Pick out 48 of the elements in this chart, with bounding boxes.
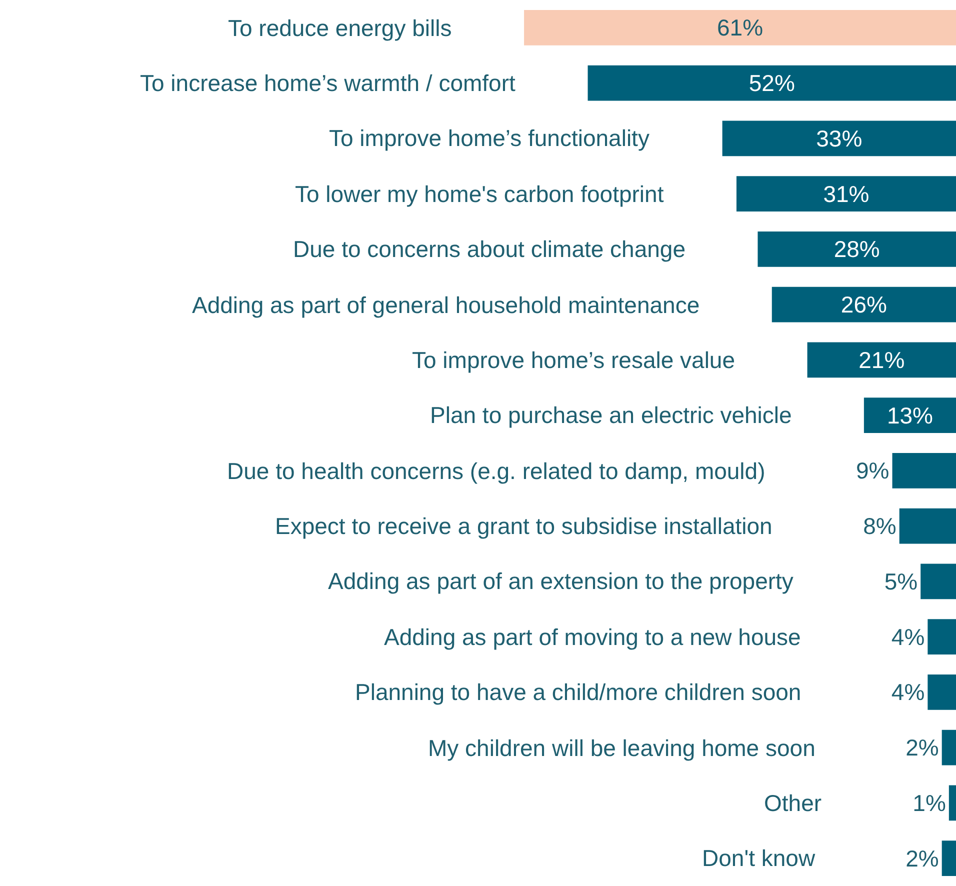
data-label: 8% — [863, 513, 896, 540]
data-label: 2% — [906, 734, 939, 761]
bar — [736, 176, 956, 212]
y-tick-label: Expect to receive a grant to subsidise installation — [275, 513, 772, 539]
bar — [588, 65, 956, 101]
y-tick-label: To reduce energy bills — [228, 15, 452, 41]
y-tick-label: My children will be leaving home soon — [428, 735, 816, 761]
bar — [524, 10, 956, 46]
data-label: 33% — [816, 125, 862, 152]
bar — [772, 286, 956, 322]
bar — [928, 674, 956, 710]
data-label: 61% — [716, 14, 764, 41]
bar — [920, 564, 956, 600]
y-tick-label: Due to concerns about climate change — [293, 236, 686, 262]
bar — [758, 231, 956, 267]
bar — [948, 785, 956, 821]
y-tick-label: Adding as part of an extension to the property — [328, 568, 794, 594]
y-tick-label: Don't know — [702, 845, 816, 871]
bar — [942, 840, 956, 876]
y-tick-label: Adding as part of general household maintenance — [192, 292, 700, 318]
data-label: 2% — [906, 845, 939, 872]
y-tick-label: To improve home’s functionality — [329, 125, 650, 151]
bar — [899, 508, 956, 544]
data-label: 28% — [834, 236, 880, 262]
bar — [928, 619, 956, 655]
bar — [864, 398, 956, 434]
data-label: 5% — [884, 568, 918, 594]
data-label: 1% — [912, 790, 946, 816]
y-tick-label: Adding as part of moving to a new house — [384, 624, 801, 650]
y-tick-label: To improve home’s resale value — [412, 347, 736, 373]
data-label: 31% — [823, 180, 870, 207]
y-tick-label: Other — [764, 790, 822, 816]
bar — [807, 342, 956, 378]
y-tick-label: Due to health concerns (e.g. related to damp, mould) — [227, 458, 766, 484]
y-tick-label: Plan to purchase an electric vehicle — [430, 402, 792, 428]
bar — [942, 730, 956, 766]
bar — [892, 452, 956, 488]
y-tick-label: To increase home’s warmth / comfort — [140, 70, 516, 96]
data-label: 9% — [856, 458, 890, 484]
y-tick-label: Planning to have a child/more children soon — [355, 679, 802, 705]
data-label: 13% — [886, 402, 933, 428]
data-label: 52% — [748, 70, 795, 96]
data-label: 21% — [858, 346, 905, 373]
data-label: 4% — [891, 679, 925, 706]
bar — [722, 120, 956, 156]
data-label: 26% — [840, 292, 887, 318]
y-tick-label: To lower my home's carbon footprint — [295, 181, 664, 207]
data-label: 4% — [891, 624, 925, 650]
